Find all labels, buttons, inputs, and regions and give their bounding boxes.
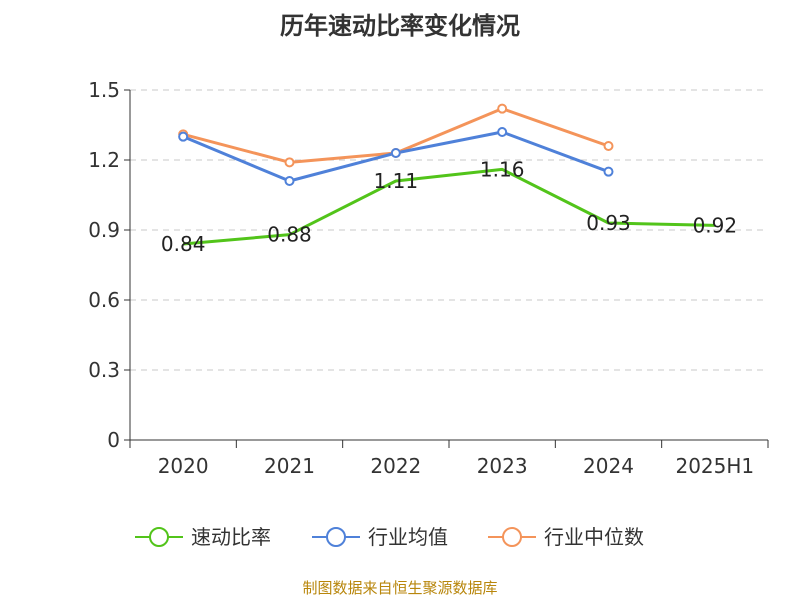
data-point <box>178 131 189 142</box>
series-line-0 <box>183 167 715 246</box>
legend-label: 速动比率 <box>191 525 271 549</box>
x-tick-label: 2020 <box>158 454 209 478</box>
source-note: 制图数据来自恒生聚源数据库 <box>302 579 497 597</box>
gridlines <box>130 89 768 371</box>
legend-label: 行业均值 <box>368 525 448 549</box>
data-point <box>284 157 295 168</box>
y-tick-label: 0.6 <box>88 288 120 312</box>
data-point <box>390 148 401 158</box>
legend-label: 行业中位数 <box>544 525 644 549</box>
data-point <box>497 127 508 137</box>
legend: 速动比率 行业均值 行业中位数 <box>135 525 644 549</box>
legend-swatch-marker <box>502 527 522 547</box>
y-tick-label: 1.5 <box>88 78 120 102</box>
data-point <box>603 141 614 151</box>
data-point <box>603 166 614 177</box>
data-label: 0.88 <box>267 223 312 247</box>
data-label: 0.93 <box>586 211 631 235</box>
series-lines <box>182 107 715 246</box>
data-label: 1.16 <box>480 157 525 181</box>
x-tick-label: 2022 <box>370 454 421 478</box>
series-points <box>178 103 614 186</box>
chart-title: 历年速动比率变化情况 <box>280 12 520 40</box>
y-tick-label: 0.3 <box>88 358 120 382</box>
data-point <box>284 176 295 186</box>
data-label: 1.11 <box>374 169 419 193</box>
legend-swatch-marker <box>326 527 346 547</box>
data-label: 0.84 <box>161 232 206 256</box>
legend-swatch-marker <box>149 527 169 547</box>
y-tick-label: 1.2 <box>88 148 120 172</box>
data-labels: 0.84 0.88 1.11 1.16 0.93 0.92 <box>161 157 737 256</box>
axes <box>124 89 769 448</box>
data-label: 0.92 <box>693 213 738 237</box>
x-tick-label: 2025H1 <box>675 454 754 478</box>
y-tick-label: 0.9 <box>88 218 120 242</box>
tick-labels: 0 0.3 0.6 0.9 1.2 1.5 2020 2021 2022 2023 2024 2025… <box>88 78 754 478</box>
data-point <box>497 103 508 114</box>
x-tick-label: 2024 <box>583 454 634 478</box>
y-tick-label: 0 <box>107 428 120 452</box>
x-tick-label: 2023 <box>477 454 528 478</box>
x-tick-label: 2021 <box>264 454 315 478</box>
